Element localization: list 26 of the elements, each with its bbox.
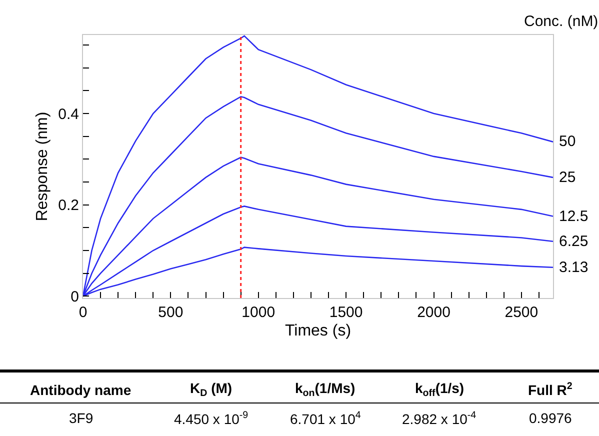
text: 6.701 x 10$^{4}$: [290, 410, 362, 427]
text: k$_{on}$(1/Ms): [295, 380, 356, 399]
text: k$_{off}$(1/s): [415, 380, 464, 399]
y-tick-label: 0: [70, 288, 79, 306]
text: K$_{D}$ (M): [190, 380, 232, 399]
series-label: 25: [559, 169, 576, 186]
series-label: 6.25: [559, 233, 588, 250]
text: 3F9: [69, 410, 94, 426]
x-tick-label: 1000: [242, 304, 276, 321]
text: Antibody name: [30, 382, 132, 398]
y-tick-label: 0.2: [58, 197, 79, 214]
text: Full R$^{2}$: [528, 381, 573, 398]
legend-title: Conc. (nM): [524, 13, 598, 30]
y-axis-title: Response (nm): [34, 112, 52, 222]
series-label: 50: [559, 133, 576, 150]
x-axis-title: Times (s): [284, 322, 352, 340]
series-label: 12.5: [559, 208, 588, 225]
text: 0.9976: [529, 410, 572, 426]
x-tick-label: 2000: [417, 304, 450, 321]
x-tick-label: 1500: [329, 304, 363, 321]
text: 2.982 x 10$^{-4}$: [402, 410, 477, 427]
x-tick-label: 500: [158, 304, 184, 321]
x-tick-label: 2500: [504, 304, 538, 321]
series-label: 3.13: [559, 259, 588, 276]
y-tick-label: 0.4: [58, 106, 79, 123]
text: 4.450 x 10$^{-9}$: [174, 410, 248, 427]
